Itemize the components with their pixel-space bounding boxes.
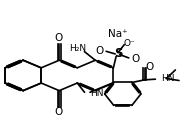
Text: O⁻: O⁻ [124, 39, 136, 48]
Text: O: O [54, 107, 62, 117]
Text: O: O [146, 62, 154, 72]
Text: H₂N: H₂N [69, 45, 86, 53]
Text: HN: HN [90, 89, 103, 98]
Text: Na⁺: Na⁺ [108, 29, 128, 39]
Text: S: S [114, 47, 122, 60]
Text: O: O [54, 33, 62, 43]
Text: O: O [96, 46, 104, 56]
Text: O: O [131, 54, 139, 64]
Text: HN: HN [161, 74, 174, 83]
